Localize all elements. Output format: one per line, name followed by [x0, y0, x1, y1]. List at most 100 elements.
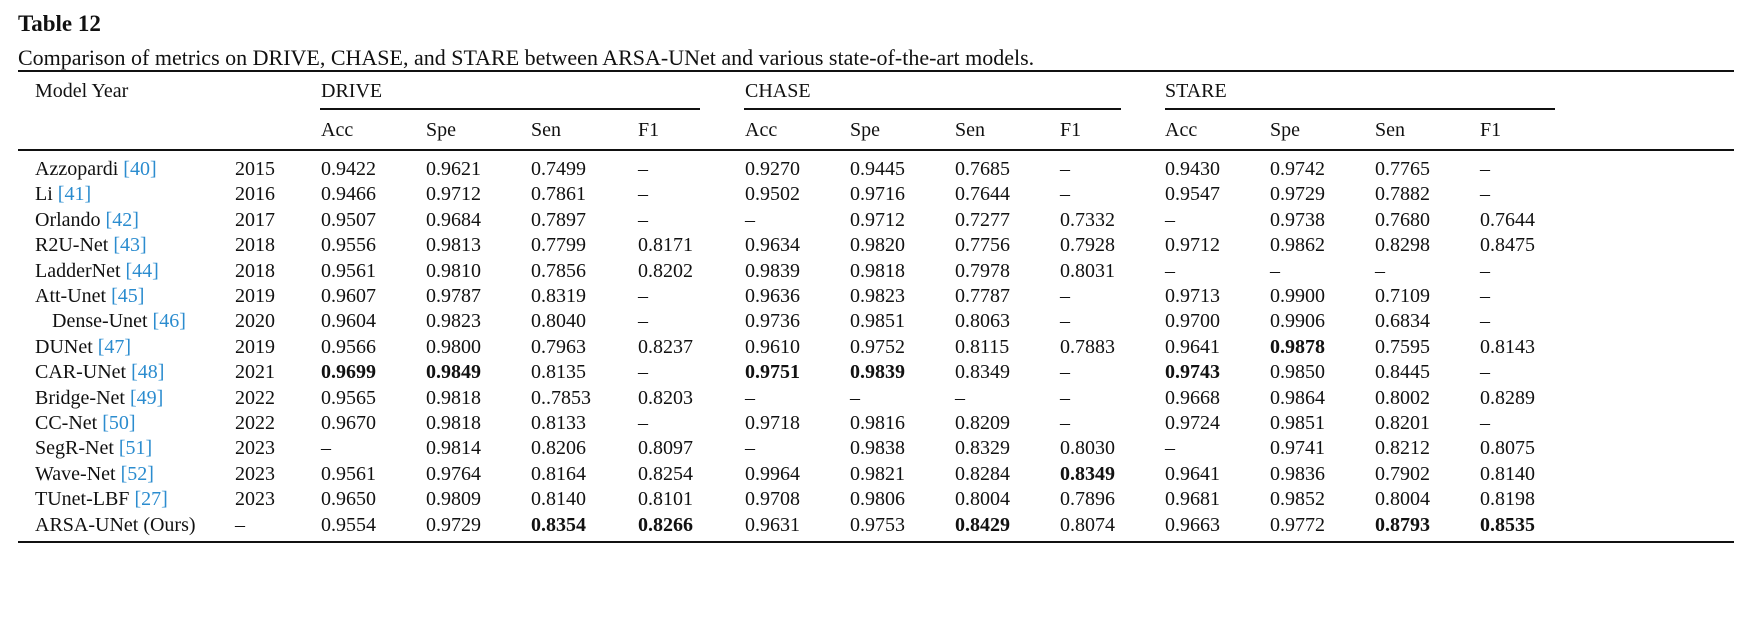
citation-link[interactable]: [50]: [102, 412, 136, 434]
metric-value-cell: 0.9864: [1270, 386, 1325, 409]
header-metric-drive-sen: Sen: [531, 119, 561, 141]
model-name-cell: TUnet-LBF [27]: [35, 485, 168, 513]
metric-value-cell: 0.8284: [955, 462, 1010, 485]
metric-value-cell: 0.7756: [955, 234, 1010, 257]
metric-value-cell: 0.7799: [531, 234, 586, 257]
metric-value-cell: 0.7883: [1060, 335, 1115, 358]
header-group-stare: STARE: [1165, 80, 1227, 102]
citation-link[interactable]: [49]: [129, 386, 164, 409]
metric-value-cell: 0.9561: [321, 259, 376, 282]
metric-value-cell: 0.9823: [850, 285, 905, 307]
metric-value-cell: –: [1375, 259, 1385, 282]
model-name-cell: CC-Net [50]: [35, 409, 136, 437]
header-metric-drive-f1: F1: [638, 119, 660, 141]
citation-link[interactable]: [44]: [125, 259, 159, 282]
metric-value-cell: –: [745, 437, 755, 460]
citation-link[interactable]: [40]: [123, 158, 157, 180]
metric-value-cell: 0.9838: [850, 437, 905, 460]
metric-value-cell: 0.9607: [321, 285, 376, 307]
metric-value-cell: –: [1060, 412, 1070, 434]
metric-value-cell: 0.8793: [1375, 513, 1430, 536]
metric-value-cell: –: [850, 386, 860, 409]
citation-link[interactable]: [41]: [57, 183, 92, 206]
citation-link[interactable]: [51]: [118, 437, 153, 460]
metric-value-cell: 0.8075: [1480, 437, 1535, 460]
metric-value-cell: –: [745, 386, 755, 409]
metric-value-cell: 0.7928: [1060, 234, 1115, 257]
metric-value-cell: 0.7277: [955, 208, 1010, 231]
model-name-cell: Dense-Unet [46]: [52, 307, 186, 335]
model-name-cell: Orlando [42]: [35, 206, 139, 234]
metric-value-cell: 0.9718: [745, 412, 800, 434]
citation-link[interactable]: [27]: [134, 488, 168, 511]
metric-value-cell: 0.9816: [850, 412, 905, 434]
metric-value-cell: 0.9738: [1270, 208, 1325, 231]
metric-value-cell: 0.9821: [850, 462, 905, 485]
model-name-cell: LadderNet [44]: [35, 257, 159, 285]
metric-value-cell: 0.9641: [1165, 335, 1220, 358]
metric-value-cell: 0.9964: [745, 462, 800, 485]
metric-value-cell: 0.9787: [426, 285, 481, 307]
metric-value-cell: 0.8140: [531, 488, 586, 511]
metric-value-cell: 0.7856: [531, 259, 586, 282]
metric-value-cell: 0.9806: [850, 488, 905, 511]
citation-link[interactable]: [46]: [152, 310, 186, 333]
metric-value-cell: –: [638, 310, 648, 333]
metric-value-cell: 0.8031: [1060, 259, 1115, 282]
metric-value-cell: 0.9712: [850, 208, 905, 231]
model-name: TUnet-LBF: [35, 488, 130, 511]
header-metric-stare-spe: Spe: [1270, 119, 1300, 141]
metric-value-cell: 0.9820: [850, 234, 905, 257]
metric-value-cell: –: [1480, 361, 1490, 384]
year-cell: 2023: [235, 462, 275, 485]
metric-value-cell: 0.7882: [1375, 183, 1430, 206]
model-name: CAR-UNet: [35, 361, 127, 384]
metric-value-cell: 0.9554: [321, 513, 376, 536]
citation-link[interactable]: [42]: [105, 208, 139, 231]
citation-link[interactable]: [52]: [120, 462, 154, 485]
metric-value-cell: –: [638, 183, 648, 206]
metric-value-cell: –: [321, 437, 331, 460]
citation-link[interactable]: [47]: [97, 335, 132, 358]
metric-value-cell: 0.8002: [1375, 386, 1430, 409]
metric-value-cell: 0..7853: [531, 386, 591, 409]
metric-value-cell: –: [1480, 158, 1490, 180]
metric-value-cell: 0.9621: [426, 158, 481, 180]
metric-value-cell: 0.8266: [638, 513, 693, 536]
model-name: Azzopardi: [35, 158, 119, 180]
year-cell: 2023: [235, 437, 275, 460]
metric-value-cell: 0.9851: [850, 310, 905, 333]
header-metric-chase-sen: Sen: [955, 119, 985, 141]
metric-value-cell: 0.6834: [1375, 310, 1430, 333]
metric-value-cell: 0.8354: [531, 513, 586, 536]
header-group-chase: CHASE: [745, 80, 811, 102]
citation-link[interactable]: [43]: [113, 234, 147, 257]
metric-value-cell: 0.9823: [426, 310, 481, 333]
metric-value-cell: –: [1480, 259, 1490, 282]
model-name-cell: SegR-Net [51]: [35, 434, 152, 462]
metric-value-cell: 0.8212: [1375, 437, 1430, 460]
model-name-cell: Azzopardi [40]: [35, 155, 157, 183]
metric-value-cell: 0.8143: [1480, 335, 1535, 358]
metric-value-cell: 0.8198: [1480, 488, 1535, 511]
metric-value-cell: 0.9814: [426, 437, 481, 460]
year-cell: 2019: [235, 335, 275, 358]
metric-value-cell: 0.9708: [745, 488, 800, 511]
year-cell: –: [235, 513, 245, 536]
metric-value-cell: 0.9712: [426, 183, 481, 206]
bottom-rule: [18, 541, 1734, 543]
metric-value-cell: 0.9741: [1270, 437, 1325, 460]
metric-value-cell: 0.9631: [745, 513, 800, 536]
year-cell: 2019: [235, 285, 275, 307]
metric-value-cell: –: [638, 361, 648, 384]
citation-link[interactable]: [45]: [111, 285, 145, 307]
metric-value-cell: 0.8535: [1480, 513, 1535, 536]
citation-link[interactable]: [48]: [131, 361, 165, 384]
top-rule: [18, 70, 1734, 72]
metric-value-cell: –: [1480, 285, 1490, 307]
header-metric-stare-f1: F1: [1480, 119, 1502, 141]
metric-value-cell: –: [1480, 310, 1490, 333]
metric-value-cell: 0.8289: [1480, 386, 1535, 409]
metric-value-cell: 0.9556: [321, 234, 376, 257]
metric-value-cell: 0.9849: [426, 361, 481, 384]
